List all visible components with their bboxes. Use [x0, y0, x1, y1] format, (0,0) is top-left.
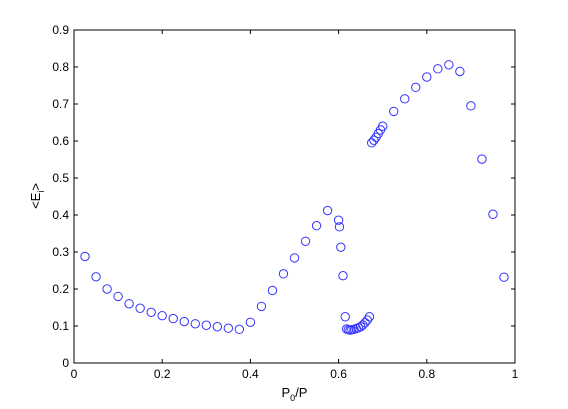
data-point	[91, 272, 101, 282]
y-tick-label: 0.5	[52, 171, 69, 185]
x-tick-label: 0.6	[330, 367, 347, 381]
data-point	[369, 135, 379, 145]
y-tick-label: 0.4	[52, 208, 69, 222]
data-point	[338, 270, 348, 281]
axis-ticks: 0 0.2 0.4 0.6 0.8 1 0 0.1 0.2 0.3 0.4 0.5 0.6 0.7 0.8 0…	[52, 23, 518, 381]
data-point	[80, 251, 90, 262]
data-point	[333, 215, 344, 225]
data-point	[311, 221, 322, 231]
data-point	[364, 312, 375, 322]
data-point	[389, 106, 399, 117]
data-point	[157, 310, 167, 321]
data-point	[256, 301, 267, 312]
data-point	[499, 272, 509, 282]
data-point	[340, 312, 350, 322]
y-axis-label: <Ei>	[28, 183, 46, 209]
data-point	[267, 285, 278, 296]
x-tick-label: 1	[512, 367, 519, 381]
y-tick-label: 0.7	[52, 97, 69, 111]
data-point	[234, 324, 245, 335]
y-tick-label: 0.9	[52, 23, 69, 37]
data-point	[135, 303, 145, 313]
data-point	[146, 307, 156, 318]
plot-area	[73, 29, 516, 364]
data-point	[433, 64, 443, 74]
data-point	[411, 82, 421, 93]
data-point	[212, 322, 223, 332]
data-point	[466, 101, 476, 111]
y-tick-label: 0.3	[52, 245, 69, 259]
data-point	[245, 317, 256, 327]
data-point	[190, 319, 200, 329]
data-point	[334, 222, 345, 232]
x-tick-label: 0.2	[154, 367, 171, 381]
y-tick-label: 0.6	[52, 134, 69, 148]
data-point	[201, 320, 212, 330]
data-point	[336, 242, 346, 252]
data-point	[444, 60, 454, 70]
y-tick-label: 0.8	[52, 60, 69, 74]
data-point	[113, 291, 123, 302]
data-point	[278, 269, 289, 279]
data-point	[488, 209, 498, 219]
data-point	[360, 317, 370, 328]
data-point	[289, 253, 300, 263]
x-tick-label: 0.4	[242, 367, 259, 381]
data-point	[322, 205, 333, 216]
y-tick-label: 0	[62, 356, 69, 370]
data-point	[102, 284, 112, 294]
data-points	[80, 60, 509, 335]
x-tick-label: 0	[71, 367, 78, 381]
data-point	[179, 316, 189, 327]
data-point	[477, 154, 487, 164]
x-tick-label: 0.8	[418, 367, 435, 381]
data-point	[223, 323, 234, 333]
data-point	[455, 66, 465, 77]
data-point	[400, 94, 410, 104]
x-axis-label: P0/P	[282, 385, 308, 403]
data-point	[378, 121, 388, 131]
data-point	[300, 236, 311, 246]
data-point	[124, 299, 134, 309]
data-point	[422, 72, 432, 82]
y-tick-label: 0.2	[52, 282, 69, 296]
data-point	[168, 313, 178, 324]
y-tick-label: 0.1	[52, 319, 69, 333]
